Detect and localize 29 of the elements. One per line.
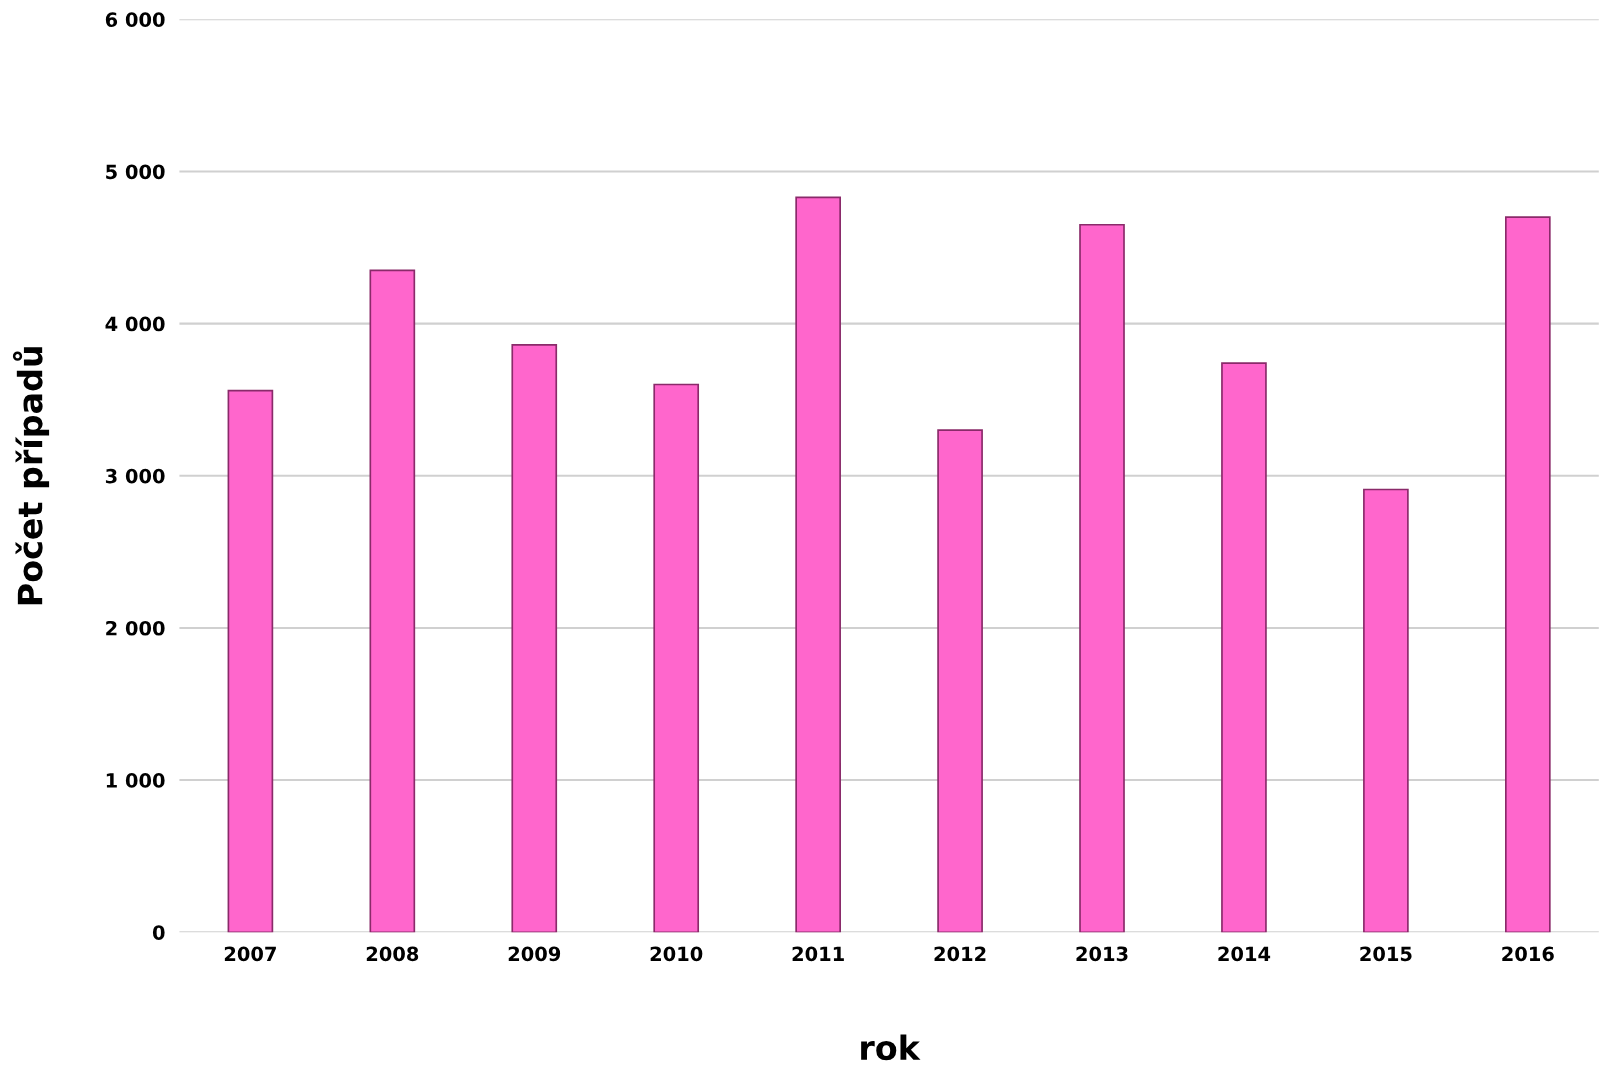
bar — [1079, 223, 1125, 933]
x-axis-title: rok — [861, 1034, 921, 1061]
y-axis-title: Počet případů — [12, 347, 50, 605]
x-tick-label: 2007 — [224, 946, 276, 962]
y-tick-label: 4 000 — [105, 316, 165, 332]
x-tick-label: 2011 — [792, 946, 844, 962]
bar — [369, 269, 416, 933]
bar — [1363, 488, 1409, 933]
y-tick-label: 2 000 — [106, 620, 165, 636]
x-tick-label: 2015 — [1360, 946, 1412, 962]
bar — [1221, 362, 1267, 933]
bar — [795, 196, 841, 933]
y-tick-label: 6 000 — [105, 12, 165, 27]
y-tick-label: 0 — [152, 925, 165, 940]
x-tick-label: 2010 — [650, 946, 703, 962]
y-tick-label: 5 000 — [106, 164, 165, 180]
bar — [1504, 216, 1551, 933]
x-tick-label: 2008 — [366, 946, 419, 962]
bar — [511, 344, 558, 933]
y-tick-label: 3 000 — [105, 468, 165, 484]
x-tick-label: 2009 — [508, 946, 561, 962]
x-tick-label: 2012 — [934, 946, 986, 962]
x-tick-label: 2013 — [1076, 946, 1128, 962]
y-tick-label: 1 000 — [106, 773, 165, 788]
x-tick-label: 2014 — [1218, 946, 1271, 962]
bar — [937, 429, 983, 933]
bar — [653, 383, 700, 933]
bar — [227, 389, 274, 933]
x-tick-label: 2016 — [1502, 946, 1554, 962]
